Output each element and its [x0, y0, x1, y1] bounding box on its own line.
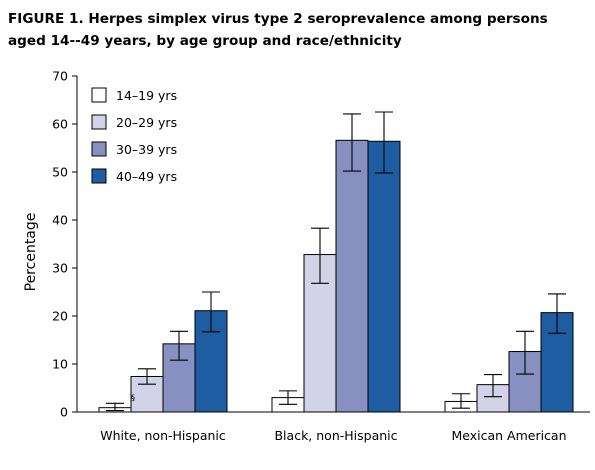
y-axis-title: Percentage — [23, 213, 39, 292]
legend-label: 40–49 yrs — [116, 169, 177, 184]
y-tick-label: 50 — [52, 165, 68, 180]
y-tick-label: 0 — [60, 405, 68, 420]
x-category-label: White, non-Hispanic — [100, 428, 226, 443]
x-category-label: Black, non-Hispanic — [274, 428, 397, 443]
y-tick-label: 10 — [52, 357, 68, 372]
legend-label: 20–29 yrs — [116, 115, 177, 130]
bar — [367, 140, 401, 413]
legend-swatch — [91, 168, 107, 184]
chart-title-line-2: aged 14--49 years, by age group and race… — [8, 33, 402, 49]
legend-label: 14–19 yrs — [116, 88, 177, 103]
y-tick-label: 70 — [52, 69, 68, 84]
chart-title: FIGURE 1. Herpes simplex virus type 2 se… — [8, 8, 593, 52]
y-tick-label: 60 — [52, 117, 68, 132]
legend-label: 30–39 yrs — [116, 142, 177, 157]
x-category-label: Mexican American — [451, 428, 566, 443]
y-tick-label: 30 — [52, 261, 68, 276]
y-tick-label: 40 — [52, 213, 68, 228]
chart-title-line-1: FIGURE 1. Herpes simplex virus type 2 se… — [8, 11, 548, 27]
footnote-marker: § — [131, 393, 135, 402]
legend-swatch — [91, 141, 107, 157]
y-tick-label: 20 — [52, 309, 68, 324]
bar — [335, 139, 369, 413]
legend-swatch — [91, 87, 107, 103]
legend-swatch — [91, 114, 107, 130]
